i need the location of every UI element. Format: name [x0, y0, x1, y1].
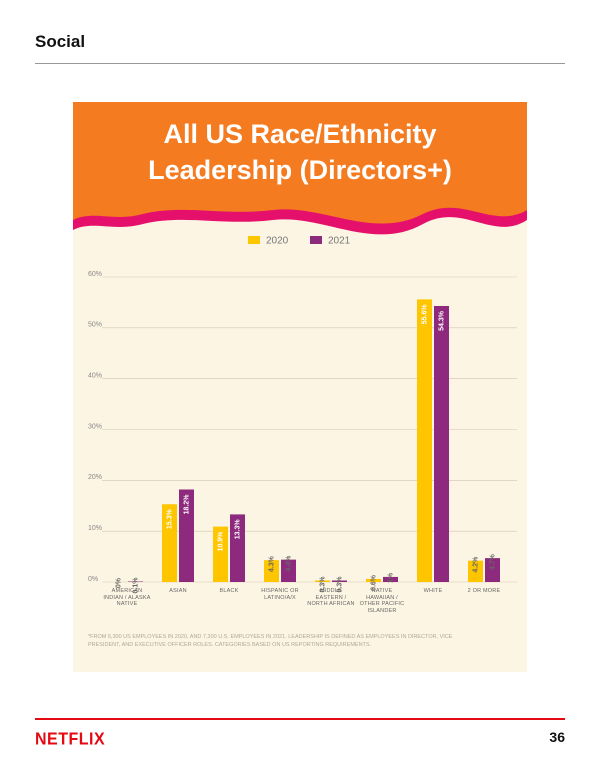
bar — [434, 305, 449, 582]
bar — [332, 580, 347, 582]
x-tick-label: 2 OR MORE — [467, 588, 501, 594]
y-tick-label: 40% — [88, 373, 102, 380]
bar — [315, 580, 330, 582]
data-label: 0% — [115, 577, 122, 588]
bar — [179, 489, 194, 582]
data-label: 13.3% — [234, 519, 241, 540]
bar — [128, 581, 143, 582]
data-label: 4.3% — [268, 555, 275, 572]
bar — [264, 560, 279, 582]
bar — [468, 560, 483, 582]
data-label: 15.3% — [166, 508, 173, 529]
legend-swatch — [310, 236, 322, 244]
section-title: Social — [35, 32, 86, 51]
chart-title: All US Race/Ethnicity Leadership (Direct… — [148, 119, 452, 185]
data-label: 10.9% — [217, 531, 224, 552]
footer-rule — [35, 718, 565, 720]
x-tick-label: ASIAN — [169, 588, 187, 594]
x-tick-label: BLACK — [219, 588, 239, 594]
x-tick-label: NATIVE HAWAIIAN / OTHER PACIFIC ISLANDER — [359, 588, 405, 614]
legend-label: 2021 — [328, 236, 351, 247]
data-label: 55.6% — [421, 304, 428, 325]
footnote: *FROM 6,300 US EMPLOYEES IN 2020, AND 7,… — [88, 634, 453, 648]
legend-label: 2020 — [266, 236, 289, 247]
x-tick-label: AMERICAN INDIAN / ALASKA NATIVE — [103, 588, 151, 607]
data-label: 0.6% — [370, 574, 377, 591]
data-label: 54.3% — [438, 310, 445, 331]
divider — [35, 63, 565, 64]
y-tick-label: 0% — [88, 576, 98, 583]
y-tick-label: 10% — [88, 525, 102, 532]
y-tick-label: 30% — [88, 423, 102, 430]
legend-swatch — [248, 236, 260, 244]
bar — [162, 504, 177, 582]
page-number: 36 — [549, 729, 565, 745]
data-label: 0.3% — [336, 576, 343, 593]
y-tick-label: 20% — [88, 474, 102, 481]
bar — [230, 514, 245, 582]
y-tick-label: 50% — [88, 322, 102, 329]
x-tick-label: MIDDLE EASTERN / NORTH AFRICAN — [307, 588, 355, 607]
data-label: 0.3% — [319, 576, 326, 593]
bar — [213, 526, 228, 582]
bar — [281, 559, 296, 582]
y-tick-label: 60% — [88, 271, 102, 278]
x-tick-label: HISPANIC OR LATINO/A/X — [261, 588, 299, 601]
header-bg — [73, 102, 527, 224]
data-label: 0.1% — [132, 577, 139, 594]
data-label: 4.2% — [472, 556, 479, 573]
bar — [383, 576, 398, 582]
bar — [485, 558, 500, 582]
infographic — [73, 102, 527, 672]
logo: NETFLIX — [35, 730, 106, 749]
bar — [417, 299, 432, 582]
bar — [366, 578, 381, 582]
data-label: 18.2% — [183, 494, 190, 515]
data-label: 4.7% — [489, 553, 496, 570]
x-tick-label: WHITE — [423, 588, 443, 594]
data-label: 4.4% — [285, 555, 292, 572]
data-label: 1% — [387, 572, 394, 583]
